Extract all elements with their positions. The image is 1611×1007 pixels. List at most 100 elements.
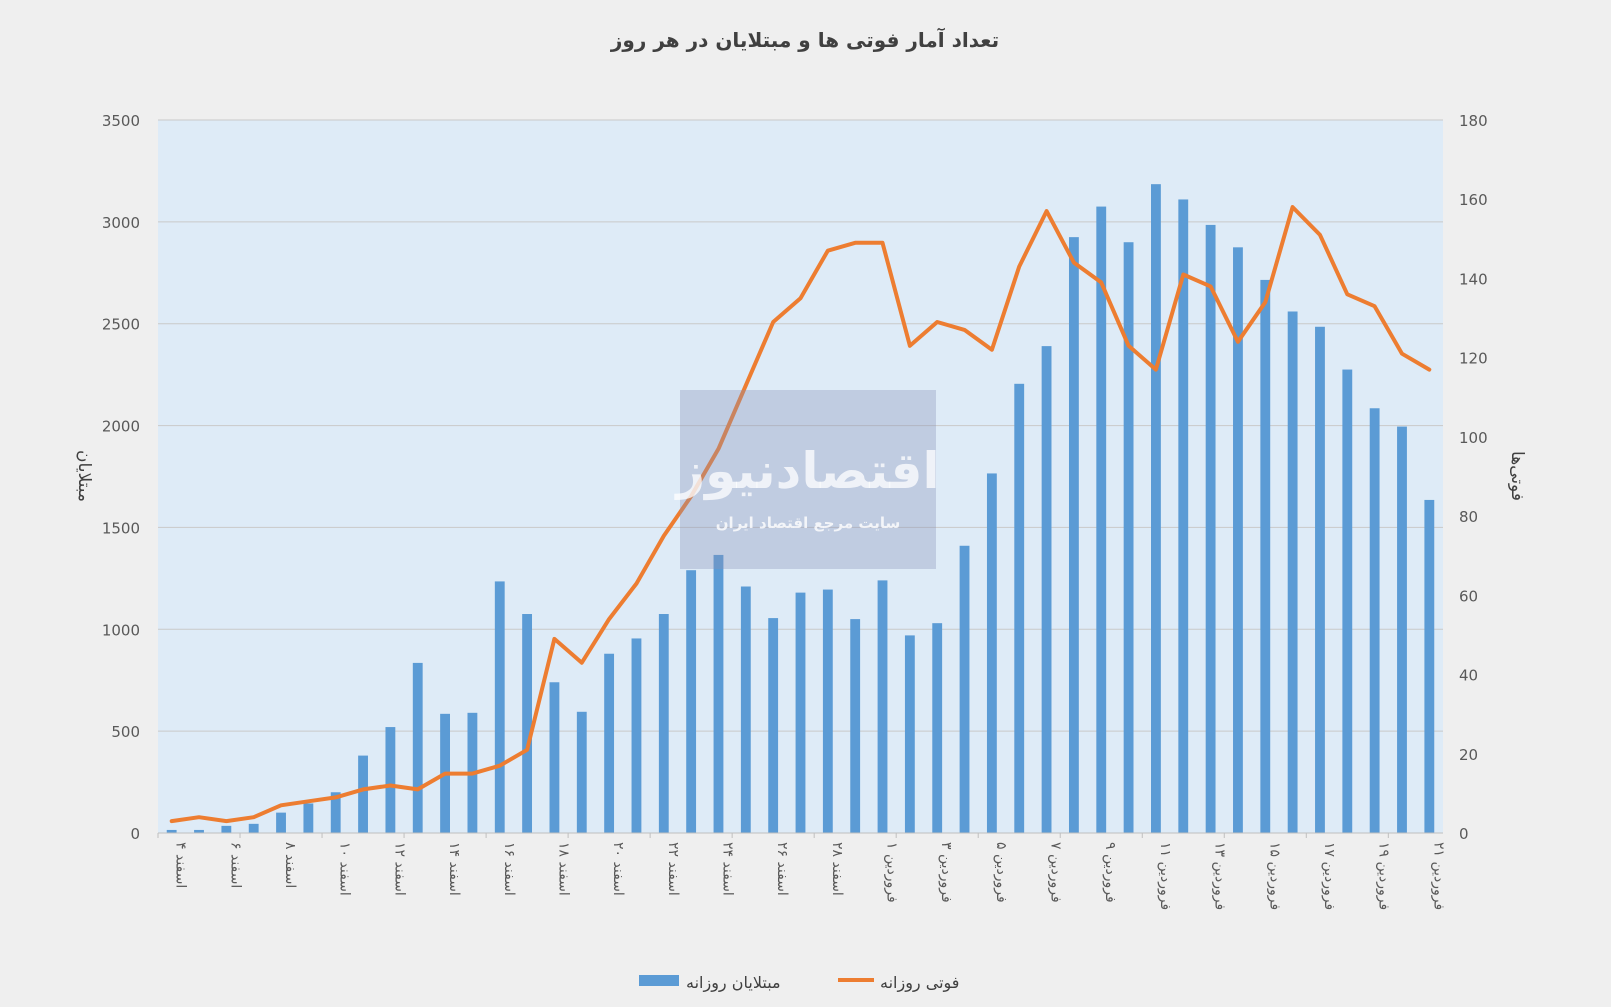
bar xyxy=(248,823,259,833)
watermark-tagline: سایت مرجع اقتصاد ایران xyxy=(716,514,900,532)
bar xyxy=(412,662,423,833)
left-axis-ticks: 0 500 1000 1500 2000 2500 3000 3500 xyxy=(102,112,140,843)
bar xyxy=(1233,247,1243,834)
right-tick-label: 140 xyxy=(1459,270,1488,288)
legend: مبتلایان روزانه فوتی روزانه xyxy=(639,973,959,993)
x-tick-label: ۷ فروردین xyxy=(1048,842,1064,903)
bar xyxy=(549,682,560,833)
right-tick-label: 0 xyxy=(1459,825,1469,843)
bar xyxy=(1342,369,1353,833)
bar xyxy=(1068,237,1079,833)
x-tick-label: ۱۵ فروردین xyxy=(1266,842,1282,910)
bar xyxy=(1096,206,1107,834)
x-tick-label: ۳ فروردین xyxy=(938,842,954,903)
bar xyxy=(1178,199,1189,833)
watermark: اقتصادنیوز سایت مرجع اقتصاد ایران xyxy=(673,390,940,569)
x-tick-label: ۲۰ اسفند xyxy=(610,842,626,896)
watermark-box xyxy=(680,390,936,569)
x-tick-label: ۱۴ اسفند xyxy=(446,842,462,896)
bar xyxy=(795,592,806,833)
right-tick-label: 100 xyxy=(1459,429,1488,447)
chart-title: تعداد آمار فوتی ها و مبتلایان در هر روز xyxy=(610,27,999,52)
bar xyxy=(631,638,642,833)
x-tick-label: ۱۳ فروردین xyxy=(1212,842,1228,910)
x-tick-label: ۱۱ فروردین xyxy=(1157,842,1173,910)
legend-bar-swatch xyxy=(639,975,679,986)
left-tick-label: 2000 xyxy=(102,418,140,436)
x-tick-label: ۱۰ اسفند xyxy=(337,842,353,896)
bar xyxy=(358,755,368,833)
right-tick-label: 120 xyxy=(1459,350,1488,368)
bar xyxy=(276,812,286,833)
right-tick-label: 60 xyxy=(1459,587,1478,605)
line-series xyxy=(169,205,1432,824)
bar xyxy=(604,653,615,833)
bar xyxy=(740,586,751,833)
legend-line-label: فوتی روزانه xyxy=(880,973,959,993)
bar xyxy=(713,554,724,833)
bar xyxy=(1369,408,1380,833)
right-tick-label: 160 xyxy=(1459,191,1488,209)
right-axis-ticks: 0 20 40 60 80 100 120 140 160 180 xyxy=(1459,112,1488,843)
bar xyxy=(959,545,970,833)
bar xyxy=(986,473,997,833)
bar xyxy=(1041,346,1052,833)
x-tick-label: ۱۸ اسفند xyxy=(555,842,571,896)
bar xyxy=(1151,184,1161,834)
bar xyxy=(303,803,314,833)
x-tick-label: ۱۷ فروردین xyxy=(1321,842,1337,910)
x-tick-label: ۱۹ فروردین xyxy=(1376,842,1392,910)
x-tick-label: ۶ اسفند xyxy=(227,842,243,888)
left-tick-label: 1500 xyxy=(102,519,140,537)
bar xyxy=(768,618,779,833)
legend-bar-label: مبتلایان روزانه xyxy=(686,973,781,993)
bar xyxy=(576,711,587,833)
bar xyxy=(166,829,177,833)
bar xyxy=(822,589,833,833)
bar xyxy=(221,825,232,833)
bar xyxy=(877,580,888,833)
bar xyxy=(1315,326,1325,833)
bar xyxy=(385,727,396,833)
bar xyxy=(330,792,341,833)
x-tick-label: ۱۶ اسفند xyxy=(501,842,517,896)
bar xyxy=(658,614,669,833)
right-tick-label: 80 xyxy=(1459,508,1478,526)
left-tick-label: 0 xyxy=(130,825,140,843)
left-tick-label: 500 xyxy=(111,723,140,741)
watermark-logo: اقتصادنیوز xyxy=(673,442,939,501)
x-tick-label: ۲۶ اسفند xyxy=(774,842,790,896)
bar xyxy=(1014,383,1025,833)
x-tick-label: ۱ فروردین xyxy=(884,842,900,903)
x-tick-label: ۹ فروردین xyxy=(1102,842,1118,903)
left-tick-label: 1000 xyxy=(102,621,140,639)
x-tick-label: ۱۲ اسفند xyxy=(391,842,407,896)
bar xyxy=(1123,242,1134,833)
line-path xyxy=(169,205,1432,824)
x-tick-label: ۸ اسفند xyxy=(282,842,298,888)
left-tick-label: 2500 xyxy=(102,316,140,334)
bar xyxy=(494,581,505,833)
bar xyxy=(904,635,915,833)
left-tick-label: 3500 xyxy=(102,112,140,130)
x-tick-label: ۵ فروردین xyxy=(993,842,1009,903)
left-axis-title: مبتلایان xyxy=(74,450,94,502)
x-tick-label: ۴ اسفند xyxy=(173,842,189,888)
right-tick-label: 40 xyxy=(1459,667,1478,685)
right-tick-label: 20 xyxy=(1459,746,1478,764)
x-tick-label: ۲۱ فروردین xyxy=(1430,842,1446,910)
bar xyxy=(1205,224,1216,834)
right-axis-title: فوتی‌ها xyxy=(1507,451,1527,501)
bar xyxy=(194,829,204,833)
x-tick-label: ۲۲ اسفند xyxy=(665,842,681,896)
x-axis-ticks: ۴ اسفند ۶ اسفند ۸ اسفند ۱۰ اسفند ۱۲ اسفند ۱۴ … xyxy=(157,833,1446,910)
bar xyxy=(932,623,943,833)
bar xyxy=(1397,426,1407,833)
bar xyxy=(1424,499,1435,833)
bar xyxy=(686,570,697,833)
bar xyxy=(522,614,533,833)
x-tick-label: ۲۸ اسفند xyxy=(829,842,845,896)
bar xyxy=(1287,311,1298,833)
bar xyxy=(1260,279,1271,833)
